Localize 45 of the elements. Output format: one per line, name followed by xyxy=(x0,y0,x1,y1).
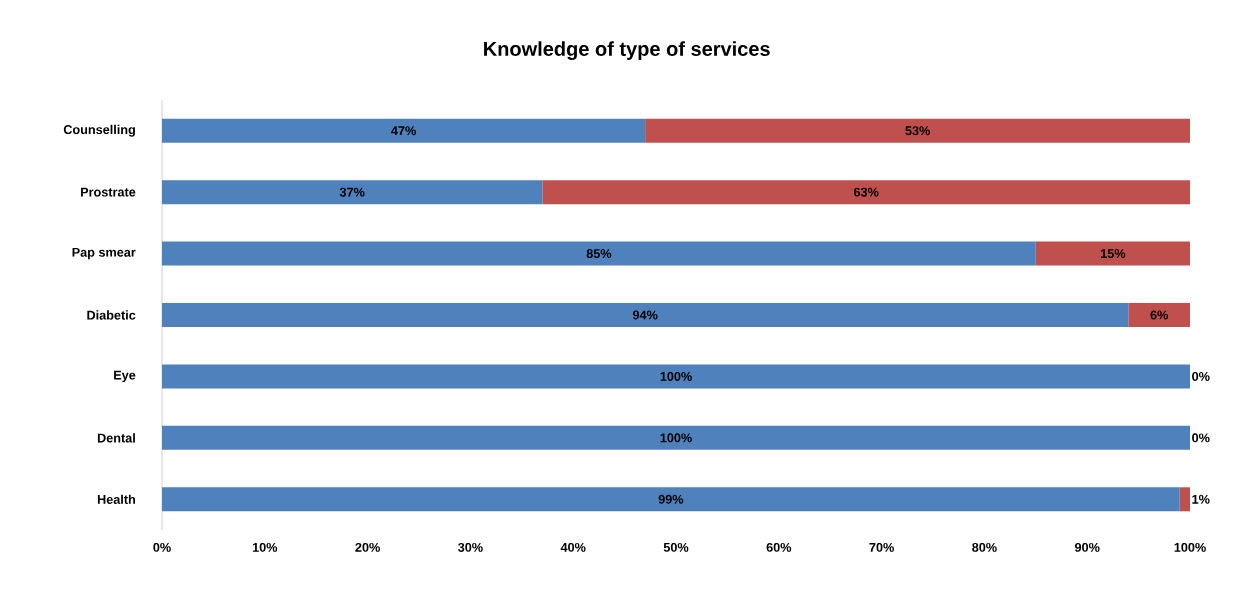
x-tick-label: 30% xyxy=(458,542,483,552)
data-label: 1% xyxy=(1192,494,1210,504)
data-label: 100% xyxy=(660,433,692,443)
data-label: 0% xyxy=(1192,433,1210,443)
bar xyxy=(542,180,1191,205)
x-tick-label: 60% xyxy=(766,542,792,552)
data-label: 53% xyxy=(905,126,930,136)
bar xyxy=(645,118,1191,143)
data-label: 0% xyxy=(1192,371,1210,381)
bar xyxy=(1179,487,1191,512)
y-tick-label: Diabetic xyxy=(87,310,136,320)
bar xyxy=(1128,303,1191,327)
data-label: 6% xyxy=(1150,310,1168,320)
bar xyxy=(1035,241,1191,266)
data-label: 15% xyxy=(1101,249,1126,259)
bar xyxy=(162,118,646,143)
data-label: 47% xyxy=(391,126,416,136)
x-tick-label: 80% xyxy=(972,542,997,552)
bar xyxy=(162,364,1191,389)
x-tick-label: 50% xyxy=(663,542,689,552)
data-label: 94% xyxy=(632,310,658,320)
bar xyxy=(162,180,543,205)
x-tick-label: 70% xyxy=(869,542,894,552)
data-label: 100% xyxy=(660,371,692,381)
data-label: 63% xyxy=(853,187,879,197)
y-tick-label: Eye xyxy=(114,370,136,383)
bar xyxy=(162,241,1036,266)
x-tick-label: 100% xyxy=(1174,542,1206,552)
chart-title: Knowledge of type of services xyxy=(484,41,770,61)
x-tick-label: 10% xyxy=(252,542,278,552)
x-tick-label: 20% xyxy=(355,542,380,552)
bar xyxy=(162,487,1180,512)
x-tick-label: 90% xyxy=(1074,542,1100,552)
y-tick-label: Pap smear xyxy=(72,247,136,260)
x-tick-label: 0% xyxy=(153,542,171,552)
bar xyxy=(162,303,1129,327)
data-label: 99% xyxy=(658,494,684,504)
y-tick-label: Counselling xyxy=(63,124,135,137)
x-tick-label: 40% xyxy=(560,542,586,552)
y-tick-label: Prostrate xyxy=(81,187,136,197)
bar xyxy=(162,425,1191,450)
y-tick-label: Health xyxy=(97,494,135,504)
data-label: 37% xyxy=(339,187,365,197)
data-label: 85% xyxy=(586,249,612,259)
y-tick-label: Dental xyxy=(97,433,135,443)
